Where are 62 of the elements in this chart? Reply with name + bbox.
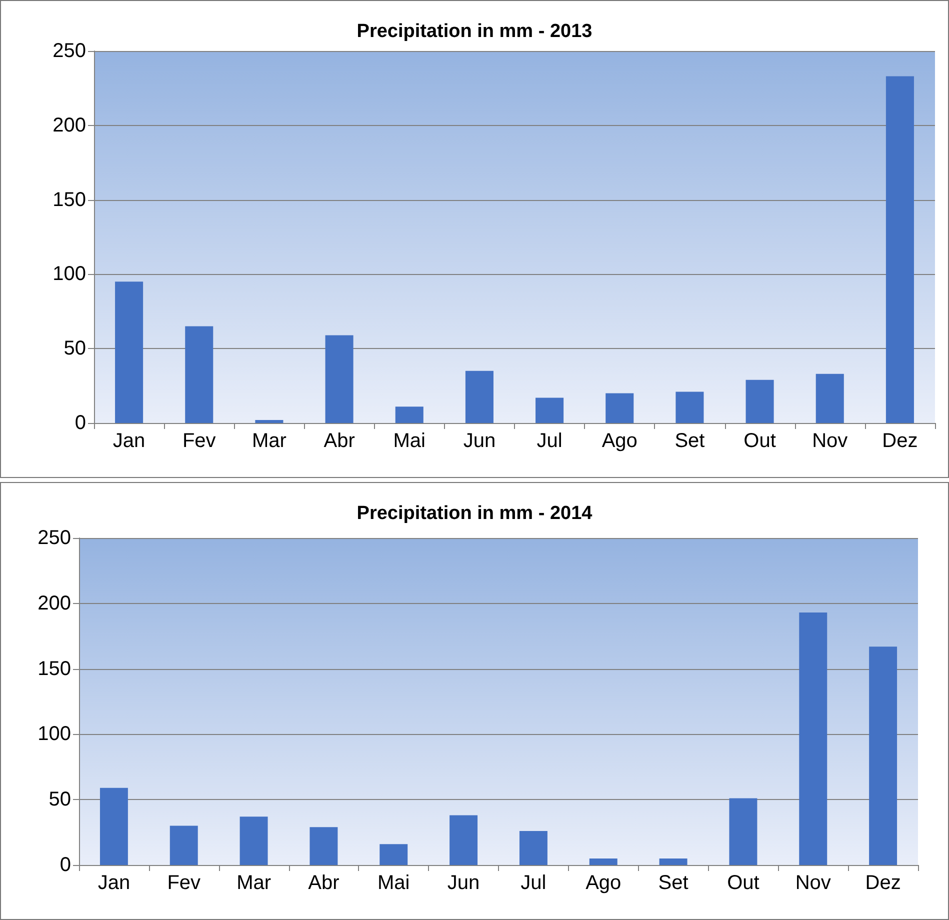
y-tick-label: 250	[52, 40, 86, 62]
x-tick-label: Abr	[324, 430, 356, 452]
bar	[310, 827, 338, 865]
bar	[100, 788, 128, 865]
bar	[816, 374, 844, 423]
bar	[325, 335, 354, 423]
bar	[659, 858, 688, 865]
x-tick-label: Nov	[812, 430, 848, 452]
chart-title: Precipitation in mm - 2014	[356, 503, 593, 524]
y-tick-label: 100	[52, 263, 86, 286]
y-tick-label: 150	[52, 188, 86, 211]
x-tick-label: Jan	[112, 430, 146, 452]
x-tick-label: Dez	[865, 872, 901, 894]
x-tick-label: Jul	[536, 430, 562, 452]
bar	[799, 612, 828, 865]
bar	[380, 844, 408, 865]
bar	[729, 798, 758, 865]
y-tick-label: 50	[64, 338, 86, 360]
bar	[450, 815, 478, 865]
bar	[255, 420, 284, 423]
x-tick-label: Set	[658, 872, 689, 894]
x-tick-label: Mai	[378, 872, 410, 894]
x-tick-label: Jun	[447, 872, 480, 894]
bar	[589, 858, 618, 865]
x-tick-label: Jul	[520, 872, 546, 894]
x-tick-label: Mar	[236, 872, 272, 894]
bar	[606, 393, 634, 423]
bar	[465, 370, 494, 423]
x-tick-label: Fev	[167, 872, 201, 894]
bar	[185, 326, 214, 423]
x-tick-label: Dez	[882, 430, 918, 452]
x-tick-label: Ago	[602, 430, 638, 452]
bar	[395, 406, 424, 423]
chart-title: Precipitation in mm - 2013	[356, 21, 592, 42]
y-tick-label: 250	[38, 527, 71, 549]
y-tick-label: 200	[52, 114, 86, 136]
bar	[170, 826, 198, 865]
bar	[886, 76, 914, 423]
bar	[115, 282, 144, 423]
bar	[536, 398, 564, 423]
bar	[869, 646, 898, 865]
x-tick-label: Out	[727, 872, 760, 894]
bar	[676, 392, 704, 423]
y-tick-label: 100	[38, 723, 71, 746]
x-tick-label: Abr	[308, 872, 340, 894]
x-tick-label: Mar	[252, 430, 287, 452]
y-tick-label: 0	[60, 854, 71, 876]
x-tick-label: Mai	[393, 430, 426, 452]
y-tick-label: 50	[48, 788, 71, 811]
y-tick-label: 150	[38, 658, 71, 680]
x-tick-label: Out	[744, 430, 776, 452]
bar	[519, 830, 548, 865]
x-tick-label: Set	[674, 430, 706, 452]
x-tick-label: Jan	[98, 872, 130, 894]
x-tick-label: Ago	[586, 872, 622, 894]
bar	[746, 380, 774, 423]
x-tick-label: Fev	[182, 430, 216, 452]
x-tick-label: Jun	[463, 430, 496, 452]
bar	[240, 816, 268, 865]
y-tick-label: 200	[38, 592, 71, 614]
x-tick-label: Nov	[795, 872, 831, 894]
y-tick-label: 0	[74, 412, 86, 434]
